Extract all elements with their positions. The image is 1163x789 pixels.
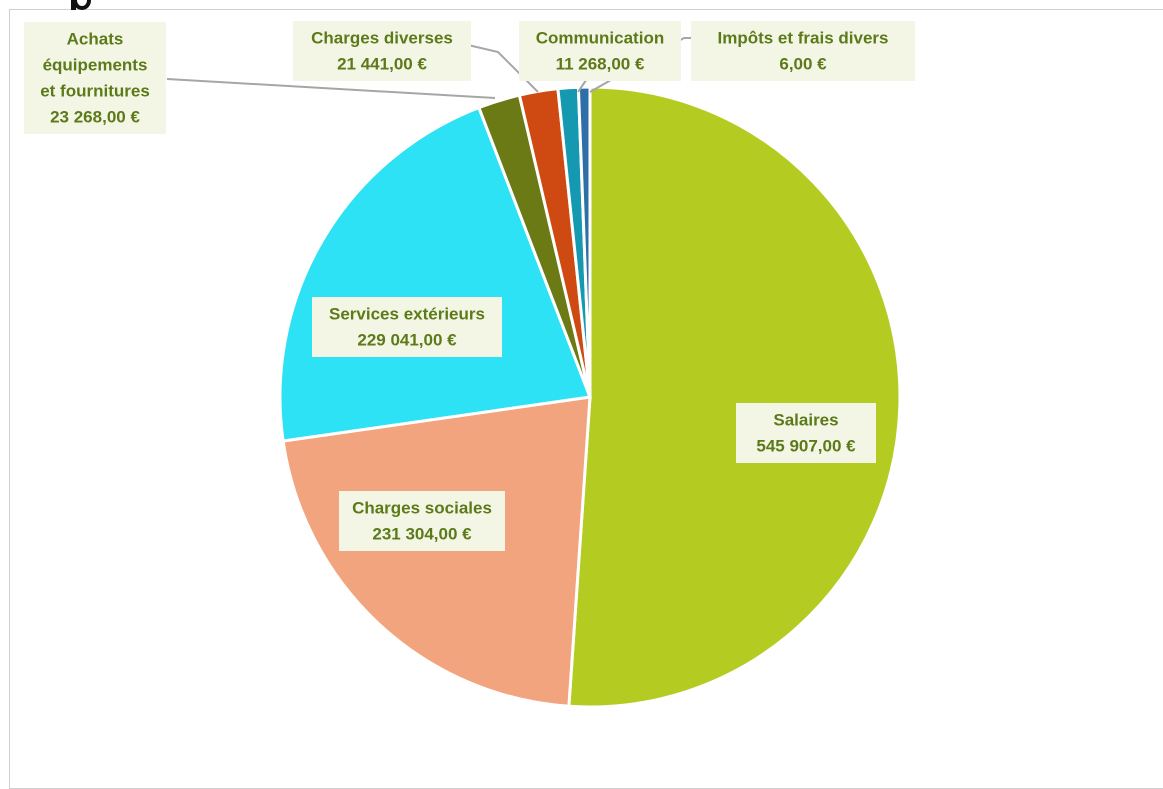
data-label-value: 21 441,00 € bbox=[337, 55, 427, 74]
chart-title-fragment bbox=[70, 0, 92, 10]
data-label-category: Charges diverses bbox=[311, 29, 453, 48]
data-label-category: équipements bbox=[43, 56, 148, 75]
data-label-category: Services extérieurs bbox=[329, 305, 485, 324]
data-label-box bbox=[24, 22, 166, 134]
pie-slice-charges-sociales bbox=[281, 395, 592, 708]
data-label-impots-et-frais-divers: Impôts et frais divers 6,00 € bbox=[691, 21, 915, 81]
data-label-category: et fournitures bbox=[40, 82, 150, 101]
data-label-category: Charges sociales bbox=[352, 499, 492, 518]
data-label-charges-sociales: Charges sociales 231 304,00 € bbox=[339, 491, 505, 551]
pie-slice-impots-et-frais-divers bbox=[576, 85, 592, 398]
data-label-value: 231 304,00 € bbox=[372, 525, 472, 544]
data-label-value: 23 268,00 € bbox=[50, 108, 140, 127]
data-label-box bbox=[736, 403, 876, 463]
leader-line-achats-equipements-et-fournitures bbox=[166, 78, 496, 99]
data-label-charges-diverses: Charges diverses 21 441,00 € bbox=[293, 21, 471, 81]
data-label-salaires: Salaires 545 907,00 € bbox=[736, 403, 876, 463]
data-label-value: 545 907,00 € bbox=[756, 437, 856, 456]
data-label-category: Salaires bbox=[773, 411, 838, 430]
data-label-box bbox=[691, 21, 915, 81]
data-label-value: 11 268,00 € bbox=[556, 55, 645, 74]
data-label-box bbox=[339, 491, 505, 551]
pie-slice-services-exterieurs bbox=[278, 105, 593, 443]
data-label-box bbox=[519, 21, 681, 81]
data-label-services-exterieurs: Services extérieurs 229 041,00 € bbox=[312, 297, 502, 357]
data-label-box bbox=[312, 297, 502, 357]
data-label-achats-equipements-et-fournitures: Achats équipements et fournitures 23 268,00… bbox=[24, 22, 166, 134]
data-label-category: Communication bbox=[536, 29, 664, 48]
data-label-box bbox=[293, 21, 471, 81]
data-label-value: 6,00 € bbox=[779, 55, 827, 74]
data-label-communication: Communication 11 268,00 € bbox=[519, 21, 681, 81]
data-label-value: 229 041,00 € bbox=[357, 331, 457, 350]
data-label-category: Achats bbox=[67, 30, 124, 49]
pie-slice-salaires bbox=[567, 85, 902, 709]
data-label-category: Impôts et frais divers bbox=[717, 29, 888, 48]
